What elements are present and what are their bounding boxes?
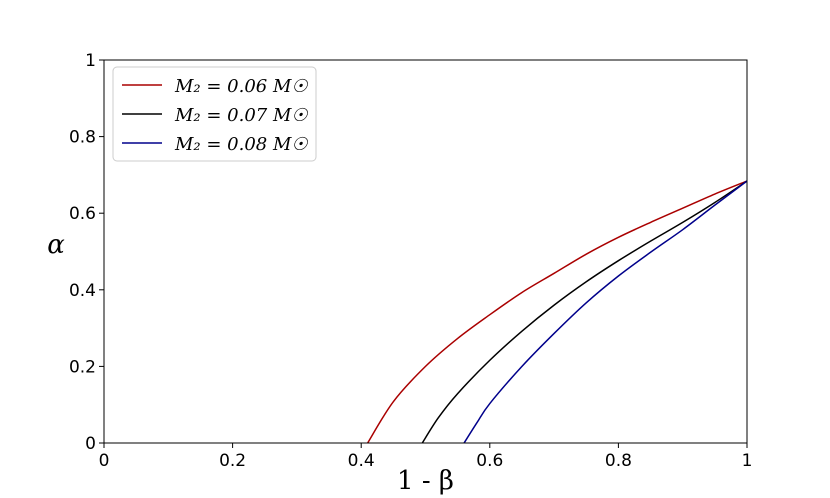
x-tick-label: 0.8	[605, 451, 632, 471]
x-tick-label: 0.4	[348, 451, 375, 471]
x-tick-label: 0.2	[219, 451, 246, 471]
legend: M₂ = 0.06 M☉ M₂ = 0.07 M☉ M₂ = 0.08 M☉	[112, 66, 317, 162]
y-tick-label: 0.2	[69, 357, 96, 377]
series-line-3	[463, 180, 748, 444]
legend-box	[112, 66, 317, 162]
legend-label-2: M₂ = 0.07 M☉	[174, 105, 308, 126]
y-tick-label: 0.8	[69, 128, 96, 148]
y-tick-label: 0.4	[69, 281, 96, 301]
plot-area	[366, 180, 748, 444]
series-line-2	[421, 180, 748, 444]
x-tick-label: 0	[99, 451, 110, 471]
x-tick-label: 1	[742, 451, 753, 471]
x-tick-label: 0.6	[476, 451, 503, 471]
y-tick-label: 1	[85, 51, 96, 71]
x-axis-title: 1 - β	[397, 466, 454, 496]
y-tick-label: 0	[85, 434, 96, 454]
axes-frame	[103, 59, 748, 444]
axes: 0 0.2 0.4 0.6 0.8 1 0 0.2 0.4 0.6 0.8 1	[69, 51, 752, 471]
series-line-1	[366, 180, 748, 444]
y-tick-label: 0.6	[69, 204, 96, 224]
legend-label-3: M₂ = 0.08 M☉	[174, 134, 308, 155]
legend-label-1: M₂ = 0.06 M☉	[174, 76, 308, 97]
y-axis-title: α	[47, 230, 65, 260]
